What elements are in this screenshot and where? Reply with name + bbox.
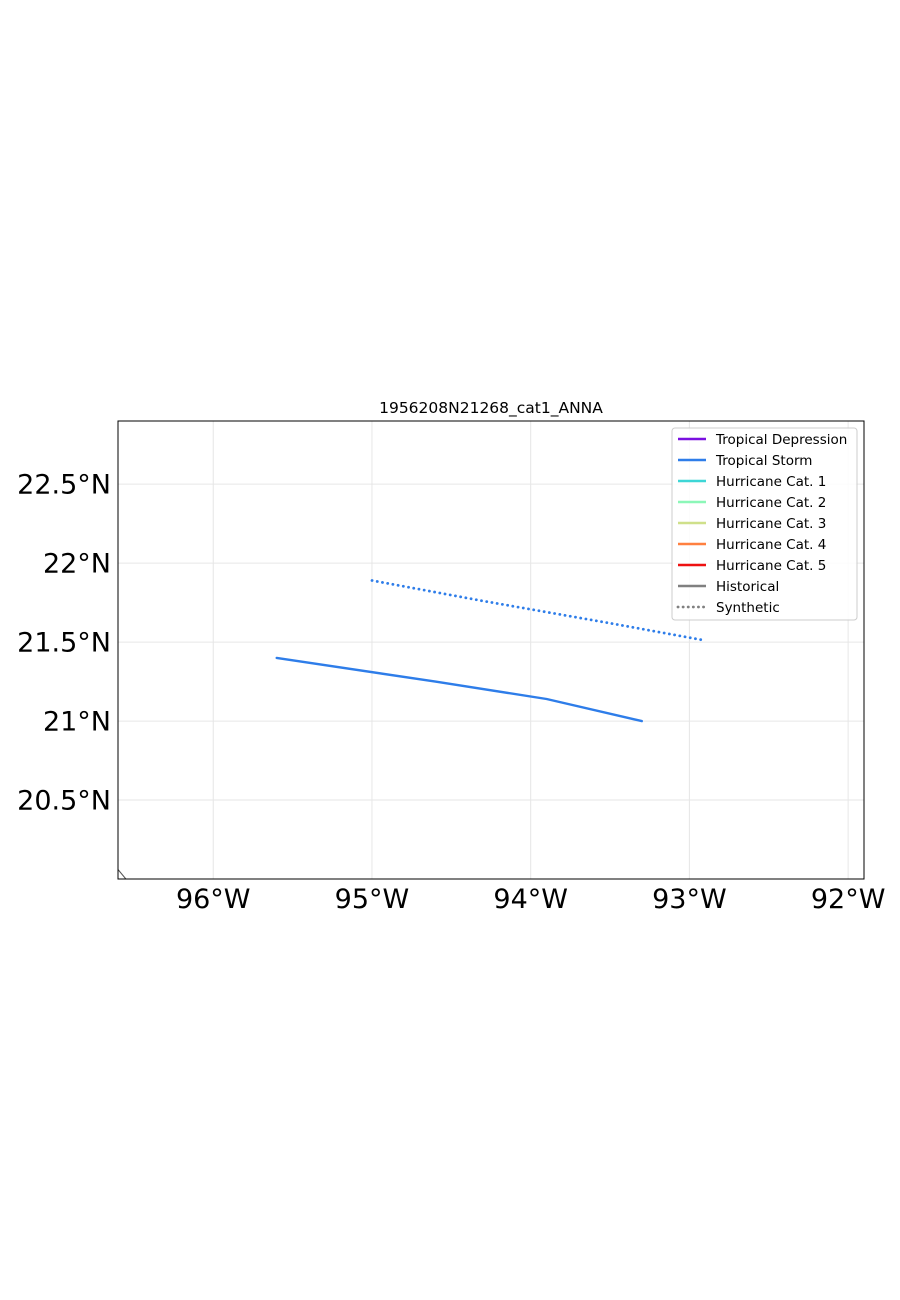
y-tick-label: 22.5°N (17, 470, 111, 501)
y-tick-label: 20.5°N (17, 786, 111, 817)
map-frame (117, 420, 865, 880)
y-tick-label: 22°N (43, 549, 111, 580)
x-tick-label: 93°W (652, 884, 727, 915)
x-tick-label: 95°W (335, 884, 410, 915)
y-tick-label: 21.5°N (17, 628, 111, 659)
legend-label-hurricane-cat-2: Hurricane Cat. 2 (716, 495, 826, 511)
legend-label-historical: Historical (716, 579, 779, 595)
track-synthetic (370, 579, 707, 642)
legend-label-tropical-depression: Tropical Depression (715, 432, 847, 448)
legend-label-synthetic: Synthetic (716, 600, 780, 616)
legend-label-hurricane-cat-3: Hurricane Cat. 3 (716, 516, 826, 532)
legend-label-tropical-storm: Tropical Storm (715, 453, 812, 469)
x-tick-label: 96°W (176, 884, 251, 915)
chart-title: 1956208N21268_cat1_ANNA (379, 399, 603, 418)
y-tick-label: 21°N (43, 707, 111, 738)
x-tick-label: 94°W (493, 884, 568, 915)
legend-label-hurricane-cat-4: Hurricane Cat. 4 (716, 537, 826, 553)
legend: Tropical Depression Tropical Storm Hurrica… (671, 427, 858, 621)
track-historical (275, 656, 643, 723)
legend-label-hurricane-cat-1: Hurricane Cat. 1 (716, 474, 826, 490)
legend-box (671, 427, 858, 621)
storm-tracks (275, 579, 707, 723)
x-tick-label: 92°W (811, 884, 886, 915)
coastline (117, 869, 127, 880)
legend-label-hurricane-cat-5: Hurricane Cat. 5 (716, 558, 826, 574)
axis-tick-labels: 96°W 95°W 94°W 93°W 92°W 20.5°N 21°N 21.5°N 22°N… (17, 470, 885, 915)
coastline-segment (117, 869, 127, 880)
